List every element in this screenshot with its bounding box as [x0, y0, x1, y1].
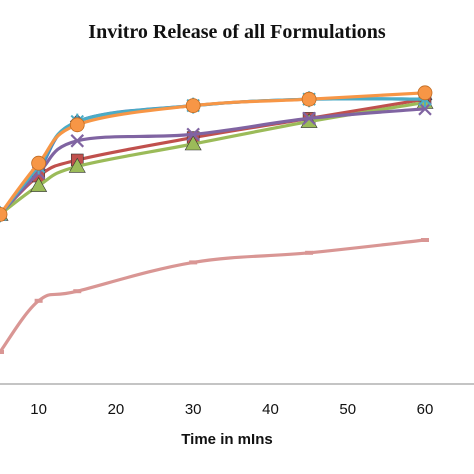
x-tick-label-60: 60: [417, 401, 434, 418]
series-7-point-3: [73, 289, 82, 294]
series-7-point-2: [34, 298, 43, 303]
series-6-point-2: [31, 155, 47, 171]
series-6-point-4: [185, 98, 201, 113]
series-4-point-4: [186, 127, 200, 142]
x-tick-label-20: 20: [108, 401, 125, 418]
x-tick-label-40: 40: [262, 401, 279, 418]
series-6-point-1: [0, 207, 8, 222]
series-7-point-6: [421, 238, 429, 242]
series-6-point-6: [417, 85, 433, 101]
x-tick-label-30: 30: [185, 401, 202, 418]
series-layer: [0, 85, 434, 354]
series-7: [0, 238, 429, 354]
series-6-point-3: [69, 117, 85, 133]
series-3-point-5: [300, 112, 318, 128]
x-tick-label-50: 50: [339, 401, 356, 418]
series-4-point-5: [302, 111, 316, 126]
x-tick-labels: 10 20 30 40 50 60: [30, 401, 433, 418]
series-3-point-3: [68, 157, 86, 173]
x-axis-title: Time in mIns: [181, 431, 272, 448]
series-6: [0, 85, 433, 222]
series-7-point-1: [0, 350, 4, 354]
x-tick-label-10: 10: [30, 401, 47, 418]
series-7-point-5: [305, 250, 314, 255]
series-7-point-4: [189, 260, 198, 265]
series-3-point-2: [30, 176, 48, 192]
series-4-point-6: [418, 102, 432, 116]
chart-title: Invitro Release of all Formulations: [88, 21, 386, 43]
series-4-point-3: [70, 134, 85, 148]
series-3-point-4: [184, 135, 202, 151]
series-6-point-5: [301, 91, 317, 107]
